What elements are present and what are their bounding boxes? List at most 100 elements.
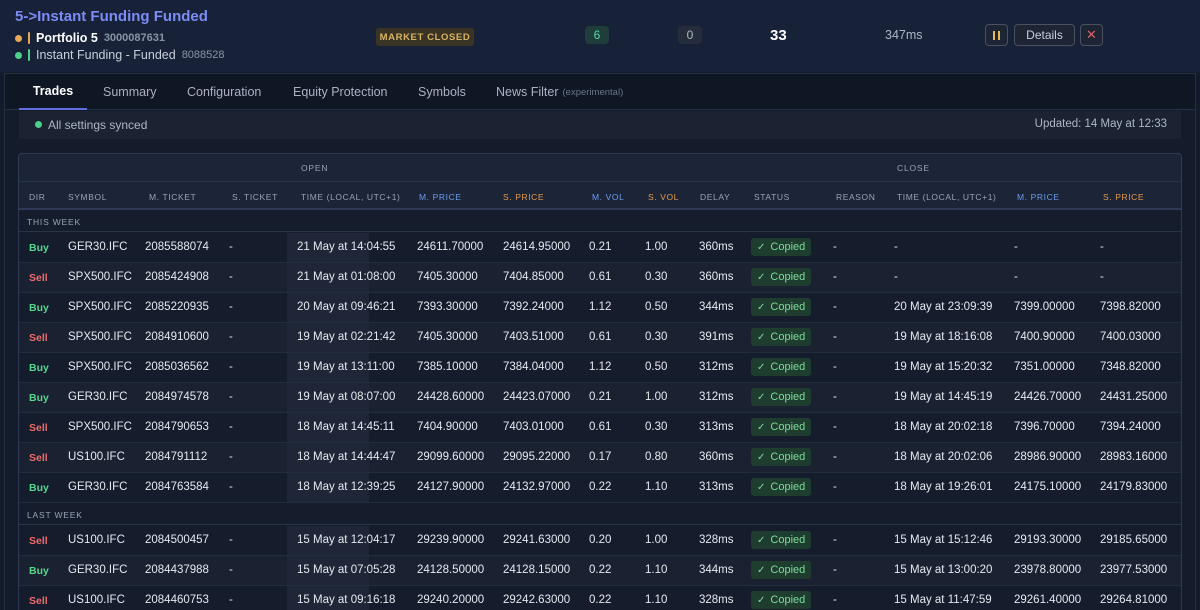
- cell-delay: 312ms: [699, 391, 734, 403]
- column-header-reason[interactable]: REASON: [836, 192, 876, 202]
- group-open-label: OPEN: [301, 163, 329, 173]
- cell-open-m-price: 7385.10000: [417, 361, 478, 373]
- table-row[interactable]: Sell US100.IFC 2084791112 - 18 May at 14:44:…: [19, 443, 1181, 473]
- table-row[interactable]: Buy GER30.IFC 2084437988 - 15 May at 07:05:2…: [19, 556, 1181, 586]
- cell-reason: -: [833, 451, 837, 463]
- status-badge: ✓ Copied: [751, 531, 812, 549]
- table-row[interactable]: Buy SPX500.IFC 2085036562 - 19 May at 13:11:…: [19, 353, 1181, 383]
- cell-delay: 312ms: [699, 361, 734, 373]
- cell-s-ticket: -: [229, 564, 233, 576]
- cell-s-ticket: -: [229, 421, 233, 433]
- cell-reason: -: [833, 241, 837, 253]
- cell-reason: -: [833, 271, 837, 283]
- cell-m-ticket: 2084974578: [145, 391, 209, 403]
- cell-close-time: 18 May at 20:02:18: [894, 421, 993, 433]
- cell-delay: 360ms: [699, 241, 734, 253]
- connection-title[interactable]: 5->Instant Funding Funded: [15, 8, 208, 25]
- cell-open-s-price: 7384.04000: [503, 361, 564, 373]
- close-icon[interactable]: ✕: [1080, 24, 1103, 46]
- pause-icon: [993, 30, 995, 40]
- column-header-delay[interactable]: DELAY: [700, 192, 731, 202]
- table-row[interactable]: Sell SPX500.IFC 2084910600 - 19 May at 02:21…: [19, 323, 1181, 353]
- pause-button[interactable]: [985, 24, 1008, 46]
- cell-m-vol: 0.61: [589, 331, 612, 343]
- status-label: Copied: [770, 594, 806, 606]
- column-header-s-ticket[interactable]: S. TICKET: [232, 192, 278, 202]
- cell-open-s-price: 29242.63000: [503, 594, 571, 606]
- status-badge: ✓ Copied: [751, 448, 812, 466]
- cell-reason: -: [833, 481, 837, 493]
- tab-news-filter[interactable]: News Filter (experimental): [496, 85, 624, 99]
- cell-symbol: US100.IFC: [68, 534, 125, 546]
- cell-dir: Buy: [29, 565, 49, 577]
- table-row[interactable]: Buy GER30.IFC 2084974578 - 19 May at 08:07:0…: [19, 383, 1181, 413]
- cell-open-time: 19 May at 02:21:42: [297, 331, 396, 343]
- column-header-close-m-price[interactable]: M. PRICE: [1017, 192, 1060, 202]
- tab-equity-protection[interactable]: Equity Protection: [293, 85, 388, 99]
- column-header-open-time[interactable]: TIME (LOCAL, UTC+1): [301, 192, 401, 202]
- column-header-m-ticket[interactable]: M. TICKET: [149, 192, 197, 202]
- cell-reason: -: [833, 421, 837, 433]
- cell-close-s-price: 7394.24000: [1100, 421, 1161, 433]
- cell-open-m-price: 24127.90000: [417, 481, 485, 493]
- cell-m-ticket: 2084437988: [145, 564, 209, 576]
- table-row[interactable]: Buy GER30.IFC 2084763584 - 18 May at 12:39:2…: [19, 473, 1181, 503]
- cell-m-ticket: 2085220935: [145, 301, 209, 313]
- cell-open-time: 15 May at 09:16:18: [297, 594, 396, 606]
- cell-m-vol: 0.17: [589, 451, 612, 463]
- status-badge: ✓ Copied: [751, 561, 812, 579]
- slave-account: Instant Funding - Funded 8088528: [15, 47, 225, 63]
- table-row[interactable]: Sell US100.IFC 2084500457 - 15 May at 12:04:…: [19, 526, 1181, 556]
- column-header-open-m-price[interactable]: M. PRICE: [419, 192, 462, 202]
- check-icon: ✓: [757, 564, 766, 576]
- status-label: Copied: [770, 534, 806, 546]
- column-header-open-s-price[interactable]: S. PRICE: [503, 192, 545, 202]
- tab-trades[interactable]: Trades: [19, 74, 87, 110]
- cell-dir: Sell: [29, 452, 48, 464]
- table-row[interactable]: Sell US100.IFC 2084460753 - 15 May at 09:16:…: [19, 586, 1181, 610]
- table-row[interactable]: Sell SPX500.IFC 2084790653 - 18 May at 14:45…: [19, 413, 1181, 443]
- app-header: 5->Instant Funding Funded Portfolio 5 30…: [0, 0, 1200, 72]
- cell-reason: -: [833, 594, 837, 606]
- status-label: Copied: [770, 271, 806, 283]
- group-close-label: CLOSE: [897, 163, 930, 173]
- cell-open-s-price: 29095.22000: [503, 451, 571, 463]
- tab-symbols[interactable]: Symbols: [418, 85, 466, 99]
- column-header-symbol[interactable]: SYMBOL: [68, 192, 108, 202]
- table-row[interactable]: Buy SPX500.IFC 2085220935 - 20 May at 09:46:…: [19, 293, 1181, 323]
- status-label: Copied: [770, 331, 806, 343]
- tab-summary[interactable]: Summary: [103, 85, 157, 99]
- details-button[interactable]: Details: [1014, 24, 1075, 46]
- tab-bar: Trades Summary Configuration Equity Prot…: [5, 74, 1195, 110]
- cell-close-m-price: 29261.40000: [1014, 594, 1082, 606]
- column-header-s-vol[interactable]: S. VOL: [648, 192, 680, 202]
- tab-configuration[interactable]: Configuration: [187, 85, 262, 99]
- table-row[interactable]: Buy GER30.IFC 2085588074 - 21 May at 14:04:5…: [19, 233, 1181, 263]
- cell-reason: -: [833, 564, 837, 576]
- column-header-dir[interactable]: DIR: [29, 192, 46, 202]
- cell-close-s-price: 7348.82000: [1100, 361, 1161, 373]
- cell-symbol: SPX500.IFC: [68, 301, 132, 313]
- cell-s-ticket: -: [229, 361, 233, 373]
- status-badge: ✓ Copied: [751, 238, 812, 256]
- cell-open-time: 18 May at 14:44:47: [297, 451, 396, 463]
- column-header-m-vol[interactable]: M. VOL: [592, 192, 625, 202]
- cell-close-s-price: 29185.65000: [1100, 534, 1168, 546]
- cell-s-vol: 1.00: [645, 534, 668, 546]
- cell-m-ticket: 2084910600: [145, 331, 209, 343]
- table-row[interactable]: Sell SPX500.IFC 2085424908 - 21 May at 01:08…: [19, 263, 1181, 293]
- cell-symbol: GER30.IFC: [68, 481, 128, 493]
- cell-close-time: 15 May at 11:47:59: [894, 594, 992, 606]
- cell-symbol: US100.IFC: [68, 594, 125, 606]
- cell-close-m-price: 7400.90000: [1014, 331, 1075, 343]
- cell-open-time: 21 May at 01:08:00: [297, 271, 396, 283]
- open-time-cell-bg: [287, 353, 369, 382]
- column-header-close-s-price[interactable]: S. PRICE: [1103, 192, 1145, 202]
- cell-delay: 360ms: [699, 451, 734, 463]
- column-header-close-time[interactable]: TIME (LOCAL, UTC+1): [897, 192, 997, 202]
- column-header-status[interactable]: STATUS: [754, 192, 790, 202]
- open-time-cell-bg: [287, 323, 369, 352]
- cell-m-vol: 1.12: [589, 361, 612, 373]
- cell-open-s-price: 24423.07000: [503, 391, 571, 403]
- cell-close-m-price: 24175.10000: [1014, 481, 1082, 493]
